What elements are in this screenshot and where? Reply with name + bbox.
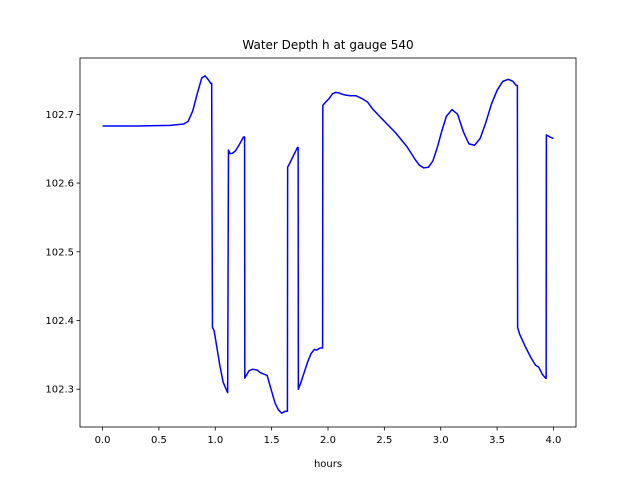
- x-tick-label: 0.5: [151, 435, 167, 446]
- y-tick-label: 102.4: [45, 316, 74, 327]
- y-tick-label: 102.6: [45, 179, 74, 190]
- y-tick-label: 102.7: [45, 110, 74, 121]
- x-tick-label: 1.0: [207, 435, 223, 446]
- y-axis: 102.3 102.4 102.5 102.6 102.7: [45, 110, 80, 396]
- x-tick-label: 1.5: [264, 435, 280, 446]
- y-tick-label: 102.5: [45, 247, 74, 258]
- plot-area: [79, 57, 577, 428]
- series-line-0: [102, 75, 554, 415]
- x-tick-label: 3.0: [433, 435, 449, 446]
- x-tick-label: 2.0: [320, 435, 336, 446]
- x-tick-label: 3.5: [489, 435, 505, 446]
- x-tick-label: 2.5: [376, 435, 392, 446]
- chart-title: Water Depth h at gauge 540: [242, 38, 413, 52]
- x-axis: 0.0 0.5 1.0 1.5 2.0 2.5 3.0 3.5 4.0: [95, 427, 562, 446]
- x-axis-label: hours: [314, 459, 342, 470]
- x-tick-label: 4.0: [546, 435, 562, 446]
- plot-frame: [79, 57, 577, 428]
- x-tick-label: 0.0: [95, 435, 111, 446]
- y-tick-label: 102.3: [45, 385, 74, 396]
